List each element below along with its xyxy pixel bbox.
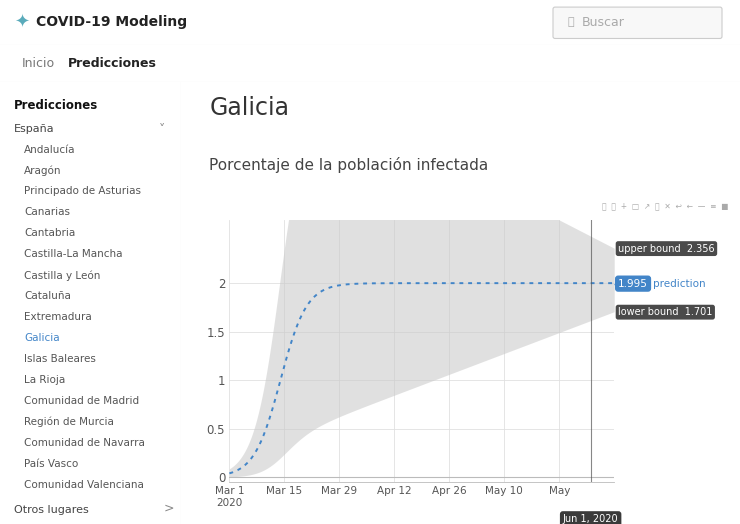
Text: 📷  🔍  +  □  ↗  💾  ✕  ↩  ←  —  ≡  ■: 📷 🔍 + □ ↗ 💾 ✕ ↩ ← — ≡ ■: [602, 202, 729, 211]
Text: Predicciones: Predicciones: [14, 99, 98, 112]
Text: prediction: prediction: [653, 279, 706, 289]
Text: Aragón: Aragón: [24, 166, 61, 176]
Text: Comunidad de Navarra: Comunidad de Navarra: [24, 438, 145, 448]
Text: lower bound  1.701: lower bound 1.701: [618, 307, 713, 317]
Text: Comunidad de Madrid: Comunidad de Madrid: [24, 396, 139, 406]
Text: upper bound  2.356: upper bound 2.356: [618, 244, 715, 254]
Text: ˅: ˅: [159, 123, 166, 136]
Text: Islas Baleares: Islas Baleares: [24, 354, 96, 364]
Text: Comunidad Valenciana: Comunidad Valenciana: [24, 480, 144, 490]
Text: La Rioja: La Rioja: [24, 375, 65, 385]
Text: Galicia: Galicia: [24, 333, 60, 343]
Text: Predicciones: Predicciones: [68, 57, 157, 70]
Text: Jun 1, 2020: Jun 1, 2020: [563, 514, 619, 524]
Text: Cantabria: Cantabria: [24, 228, 75, 238]
Text: >: >: [164, 502, 174, 515]
Text: España: España: [14, 124, 55, 134]
Text: Extremadura: Extremadura: [24, 312, 92, 322]
Text: 🔍: 🔍: [568, 17, 575, 27]
Text: Castilla-La Mancha: Castilla-La Mancha: [24, 249, 123, 259]
Text: Principado de Asturias: Principado de Asturias: [24, 187, 141, 196]
Text: COVID-19 Modeling: COVID-19 Modeling: [36, 15, 187, 29]
Text: País Vasco: País Vasco: [24, 459, 78, 469]
Text: Castilla y León: Castilla y León: [24, 270, 101, 281]
Text: Andalucía: Andalucía: [24, 145, 75, 155]
Text: Buscar: Buscar: [582, 16, 625, 29]
Text: Porcentaje de la población infectada: Porcentaje de la población infectada: [209, 157, 488, 173]
Text: 1.995: 1.995: [618, 279, 648, 289]
Text: Galicia: Galicia: [209, 95, 289, 119]
Text: ✦: ✦: [15, 13, 30, 31]
Text: Inicio: Inicio: [22, 57, 55, 70]
Text: Otros lugares: Otros lugares: [14, 505, 89, 515]
FancyBboxPatch shape: [553, 7, 722, 38]
Text: Región de Murcia: Región de Murcia: [24, 417, 114, 428]
Text: Canarias: Canarias: [24, 208, 70, 217]
Text: Cataluña: Cataluña: [24, 291, 71, 301]
